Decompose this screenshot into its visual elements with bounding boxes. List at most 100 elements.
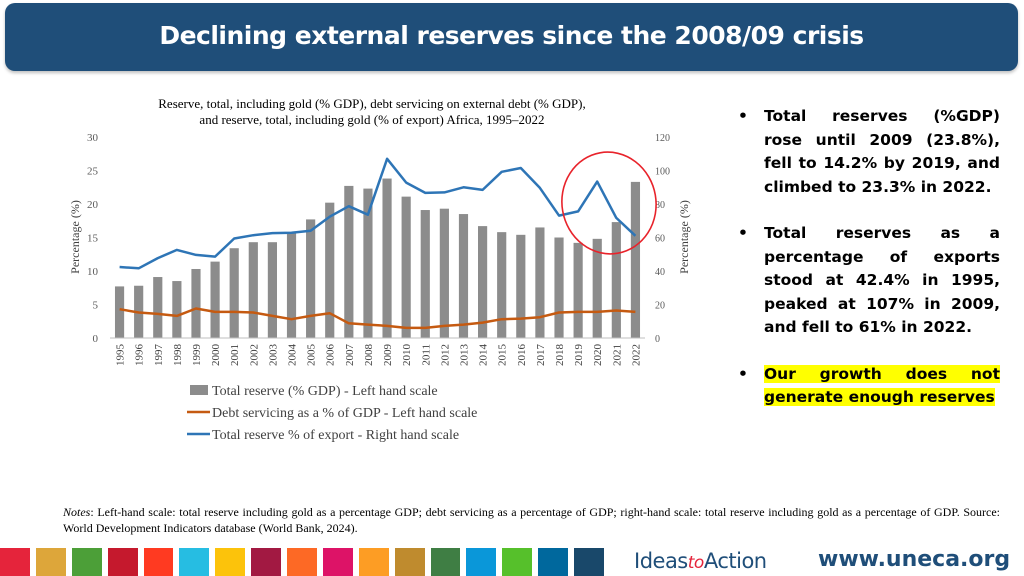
bullet-item: • Total reserves as a percentage of expo… <box>738 222 1000 340</box>
x-tick-label: 2003 <box>267 344 279 367</box>
sdg-stripe <box>35 548 66 576</box>
x-tick-label: 2011 <box>420 344 432 366</box>
chart: Reserve, total, including gold (% GDP), … <box>68 96 691 443</box>
sdg-stripe <box>287 548 317 576</box>
x-tick-label: 2014 <box>478 344 490 367</box>
bullet-marker: • <box>738 364 748 383</box>
bar <box>458 214 469 338</box>
x-tick-label: 2002 <box>248 344 260 366</box>
notes-label: Notes <box>63 505 91 519</box>
chart-title-line: Reserve, total, including gold (% GDP), … <box>158 96 585 111</box>
bar <box>306 219 316 338</box>
right-axis-tick: 60 <box>655 234 665 245</box>
title-banner: Declining external reserves since the 20… <box>5 3 1018 71</box>
right-axis-tick: 20 <box>655 301 665 312</box>
sdg-stripe <box>0 548 30 576</box>
bar <box>153 277 163 338</box>
sdg-stripe <box>394 548 425 576</box>
left-axis-tick: 0 <box>93 333 99 345</box>
bullet-text: Total reserves (%GDP) rose until 2009 (2… <box>764 107 1000 196</box>
bar <box>325 202 335 338</box>
x-tick-label: 2012 <box>439 344 451 366</box>
bullet-marker: • <box>738 224 748 242</box>
legend-label: Debt servicing as a % of GDP - Left hand… <box>212 406 477 421</box>
x-tick-label: 1996 <box>134 344 146 367</box>
bar <box>478 226 488 338</box>
bullet-text: Total reserves as a percentage of export… <box>764 224 1000 336</box>
left-axis-tick: 25 <box>87 166 99 178</box>
left-axis-tick: 5 <box>93 300 99 312</box>
slide-title: Declining external reserves since the 20… <box>159 21 864 50</box>
sdg-stripe <box>538 548 569 576</box>
bar <box>611 222 621 338</box>
x-tick-label: 1997 <box>153 344 165 367</box>
bullet-text: Our growth does not generate enough rese… <box>764 364 1000 406</box>
x-tick-label: 2005 <box>306 344 318 367</box>
left-axis-tick: 20 <box>87 199 99 211</box>
sdg-stripe <box>466 548 497 576</box>
legend-label: Total reserve (% GDP) - Left hand scale <box>212 384 438 399</box>
bar <box>172 281 182 338</box>
bar <box>516 234 526 338</box>
bar <box>210 261 220 338</box>
x-tick-label: 2009 <box>382 344 394 367</box>
notes-text: : Left-hand scale: total reserve includi… <box>63 505 1000 535</box>
x-tick-label: 2021 <box>611 344 623 366</box>
bar <box>592 238 602 338</box>
bar <box>535 227 545 338</box>
chart-notes: Notes: Left-hand scale: total reserve in… <box>63 504 1000 536</box>
bar <box>420 210 430 338</box>
bar <box>267 242 277 338</box>
legend-swatch <box>190 385 208 395</box>
bullet-item: • Total reserves (%GDP) rose until 2009 … <box>738 105 1000 199</box>
x-tick-label: 2010 <box>401 344 413 367</box>
bar <box>630 181 641 338</box>
sdg-stripe <box>502 548 533 576</box>
website-link[interactable]: www.uneca.org <box>818 547 1011 572</box>
sdg-color-stripes <box>0 548 610 576</box>
x-tick-label: 1999 <box>191 344 203 367</box>
x-tick-label: 2022 <box>630 344 642 366</box>
x-tick-label: 2017 <box>535 344 547 367</box>
bar <box>363 188 373 338</box>
ideas-to-action-logo: IdeastoAction <box>634 549 767 573</box>
x-tick-label: 2001 <box>229 344 241 366</box>
right-axis-label: Percentage (%) <box>677 200 691 274</box>
x-tick-label: 2020 <box>592 344 604 367</box>
x-tick-label: 2004 <box>287 344 299 367</box>
sdg-stripe <box>215 548 246 576</box>
sdg-stripe <box>179 548 210 576</box>
sdg-stripe <box>574 548 604 576</box>
sdg-stripe <box>251 548 282 576</box>
reserve-export-line <box>119 157 637 270</box>
bar <box>554 237 564 338</box>
bullet-item-highlighted: • Our growth does not generate enough re… <box>738 363 1000 410</box>
chart-title: Reserve, total, including gold (% GDP), … <box>158 96 585 127</box>
bar <box>286 232 297 338</box>
bar <box>382 178 392 338</box>
x-tick-label: 2013 <box>458 344 470 367</box>
x-tick-label: 2016 <box>516 344 528 367</box>
bar <box>248 242 258 338</box>
x-tick-label: 1995 <box>115 344 127 367</box>
x-tick-label: 2008 <box>363 344 375 367</box>
left-axis-label: Percentage (%) <box>68 200 82 274</box>
x-tick-label: 2007 <box>344 344 356 367</box>
right-axis-tick: 40 <box>655 267 665 278</box>
left-axis-tick: 15 <box>87 233 99 245</box>
bar <box>114 286 125 338</box>
bar <box>344 185 354 338</box>
right-axis-tick: 0 <box>655 334 660 345</box>
x-tick-label: 2006 <box>325 344 337 367</box>
bar <box>573 242 583 338</box>
sdg-stripe <box>107 548 138 576</box>
sdg-stripe <box>322 548 353 576</box>
bar <box>497 232 507 338</box>
sdg-stripe <box>71 548 102 576</box>
x-tick-label: 1998 <box>172 344 184 367</box>
sdg-stripe <box>358 548 389 576</box>
bullet-list: • Total reserves (%GDP) rose until 2009 … <box>738 105 1000 410</box>
x-tick-label: 2018 <box>554 344 566 367</box>
right-axis-tick: 120 <box>655 133 670 144</box>
bullet-marker: • <box>738 107 748 125</box>
